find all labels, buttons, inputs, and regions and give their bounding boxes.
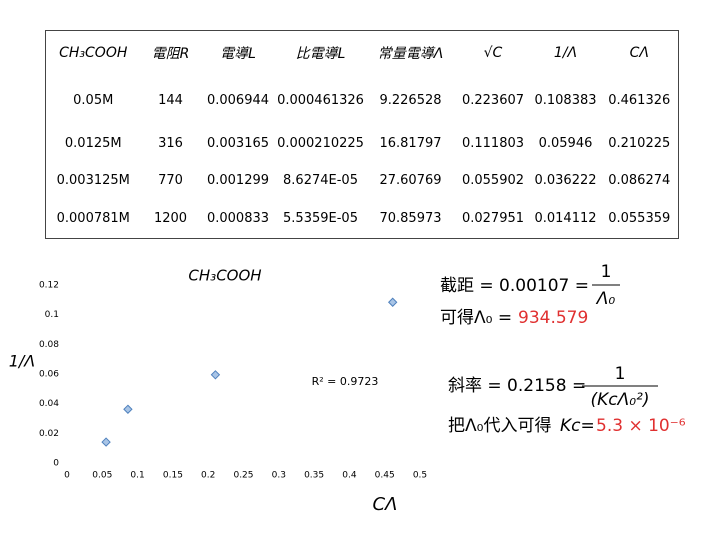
y-tick-label: 0.06 xyxy=(39,370,59,380)
table-cell: 144 xyxy=(158,93,183,108)
y-tick-label: 0.08 xyxy=(39,340,59,350)
table-body: CH₃COOH 電阻R 電導L 比電導L 常量電導Λ √C 1/Λ CΛ 0.05M 144 0.0… xyxy=(46,31,679,239)
table-cell: 0.001299 xyxy=(206,172,270,188)
x-tick-label: 0.3 xyxy=(272,471,286,481)
table-cell: 0.210225 xyxy=(608,136,671,151)
slope-numerator: 1 xyxy=(615,364,626,384)
kc-value: 5.3 × 10⁻⁶ xyxy=(596,416,686,436)
header-cell: 電導L xyxy=(220,46,256,63)
data-point xyxy=(210,370,221,380)
table-cell: 0.006944 xyxy=(206,93,270,108)
x-axis-label: CΛ xyxy=(373,494,398,515)
x-tick-label: 0.45 xyxy=(375,471,395,481)
x-tick-label: 0.35 xyxy=(304,471,324,481)
data-table: CH₃COOH 電阻R 電導L 比電導L 常量電導Λ √C 1/Λ CΛ 0.05M 144 0.0… xyxy=(45,30,679,239)
x-tick-label: 0.1 xyxy=(130,471,144,481)
table-cell: 0.027951 xyxy=(461,210,525,226)
table-cell: 0.055902 xyxy=(461,172,525,188)
chart-title: CH₃COOH xyxy=(188,267,261,285)
data-point xyxy=(387,297,398,307)
x-tick-label: 0.5 xyxy=(413,471,427,481)
table-cell: 0.05M xyxy=(73,93,114,108)
x-tick-label: 0.15 xyxy=(163,471,183,481)
x-tick-label: 0.4 xyxy=(342,471,357,481)
y-tick-label: 0.04 xyxy=(39,399,59,409)
table-cell: 770 xyxy=(158,172,183,188)
header-cell: CH₃COOH xyxy=(59,45,128,62)
table-row: 0.05M 144 0.006944 0.000461326 9.226528 0.223… xyxy=(46,76,679,126)
table-cell: 16.81797 xyxy=(379,136,442,151)
table-cell: 0.111803 xyxy=(461,136,525,151)
table-cell: 0.223607 xyxy=(461,93,525,108)
data-point xyxy=(101,437,111,447)
table-cell: 0.086274 xyxy=(608,172,671,188)
slope-denominator: (KcΛ₀²) xyxy=(590,390,649,410)
kc-label: 把Λ₀代入可得 xyxy=(448,416,551,436)
table-cell: 0.05946 xyxy=(538,136,593,151)
table-cell: 0.000210225 xyxy=(277,136,364,151)
lambda-label: 可得Λ₀ = xyxy=(440,308,512,328)
table-cell: 0.055359 xyxy=(608,210,671,226)
header-cell: 常量電導Λ xyxy=(377,46,444,63)
table-cell: 0.036222 xyxy=(534,172,597,188)
y-tick-label: 0.12 xyxy=(39,281,59,291)
table-cell: 0.003165 xyxy=(206,136,270,151)
table-cell: 9.226528 xyxy=(379,93,442,108)
table-cell: 0.461326 xyxy=(608,93,671,108)
header-cell: √C xyxy=(483,45,503,62)
x-tick-label: 0 xyxy=(64,471,70,481)
table-row: CH₃COOH 電阻R 電導L 比電導L 常量電導Λ √C 1/Λ CΛ xyxy=(46,31,679,76)
kc-symbol: Kc= xyxy=(560,416,595,436)
table-cell: 0.108383 xyxy=(534,93,597,108)
table-cell: 8.6274E-05 xyxy=(283,172,358,188)
x-tick-label: 0.25 xyxy=(233,471,253,481)
intercept-label: 截距 = 0.00107 = xyxy=(440,276,589,296)
y-tick-label: 0.1 xyxy=(45,310,59,320)
y-tick-label: 0.02 xyxy=(39,429,59,439)
slope-label: 斜率 = 0.2158 = xyxy=(448,376,586,396)
annotation: R² = 0.9723 xyxy=(312,375,379,388)
header-cell: 1/Λ xyxy=(553,45,578,62)
table-cell: 0.003125M xyxy=(56,172,130,188)
y-axis-label: 1/Λ xyxy=(9,352,36,371)
table-cell: 70.85973 xyxy=(379,210,442,226)
table-cell: 0.000781M xyxy=(56,210,130,226)
table-cell: 27.60769 xyxy=(379,172,442,188)
header-cell: 比電導L xyxy=(295,46,346,63)
intercept-numerator: 1 xyxy=(601,262,612,282)
table-cell: 0.014112 xyxy=(534,210,597,226)
table-row: 0.003125M 770 0.001299 8.6274E-05 27.60769 0.… xyxy=(46,162,679,199)
table-cell: 316 xyxy=(158,136,183,151)
table-cell: 0.000833 xyxy=(206,210,270,226)
intercept-denominator: Λ₀ xyxy=(595,289,616,309)
table-row: 0.0125M 316 0.003165 0.000210225 16.81797 0.1… xyxy=(46,126,679,162)
table-cell: 1200 xyxy=(153,210,188,226)
table-row: 0.000781M 1200 0.000833 5.5359E-05 70.85973 0… xyxy=(46,199,679,239)
y-tick-label: 0 xyxy=(53,459,59,469)
table-cell: 0.0125M xyxy=(64,136,122,151)
table-cell: 0.000461326 xyxy=(277,93,364,108)
header-cell: CΛ xyxy=(629,45,649,62)
data-point xyxy=(123,404,133,414)
table-cell: 5.5359E-05 xyxy=(283,210,358,226)
x-tick-label: 0.05 xyxy=(92,471,112,481)
x-tick-label: 0.2 xyxy=(201,471,215,481)
lambda-value: 934.579 xyxy=(518,308,588,328)
header-cell: 電阻R xyxy=(151,46,190,63)
